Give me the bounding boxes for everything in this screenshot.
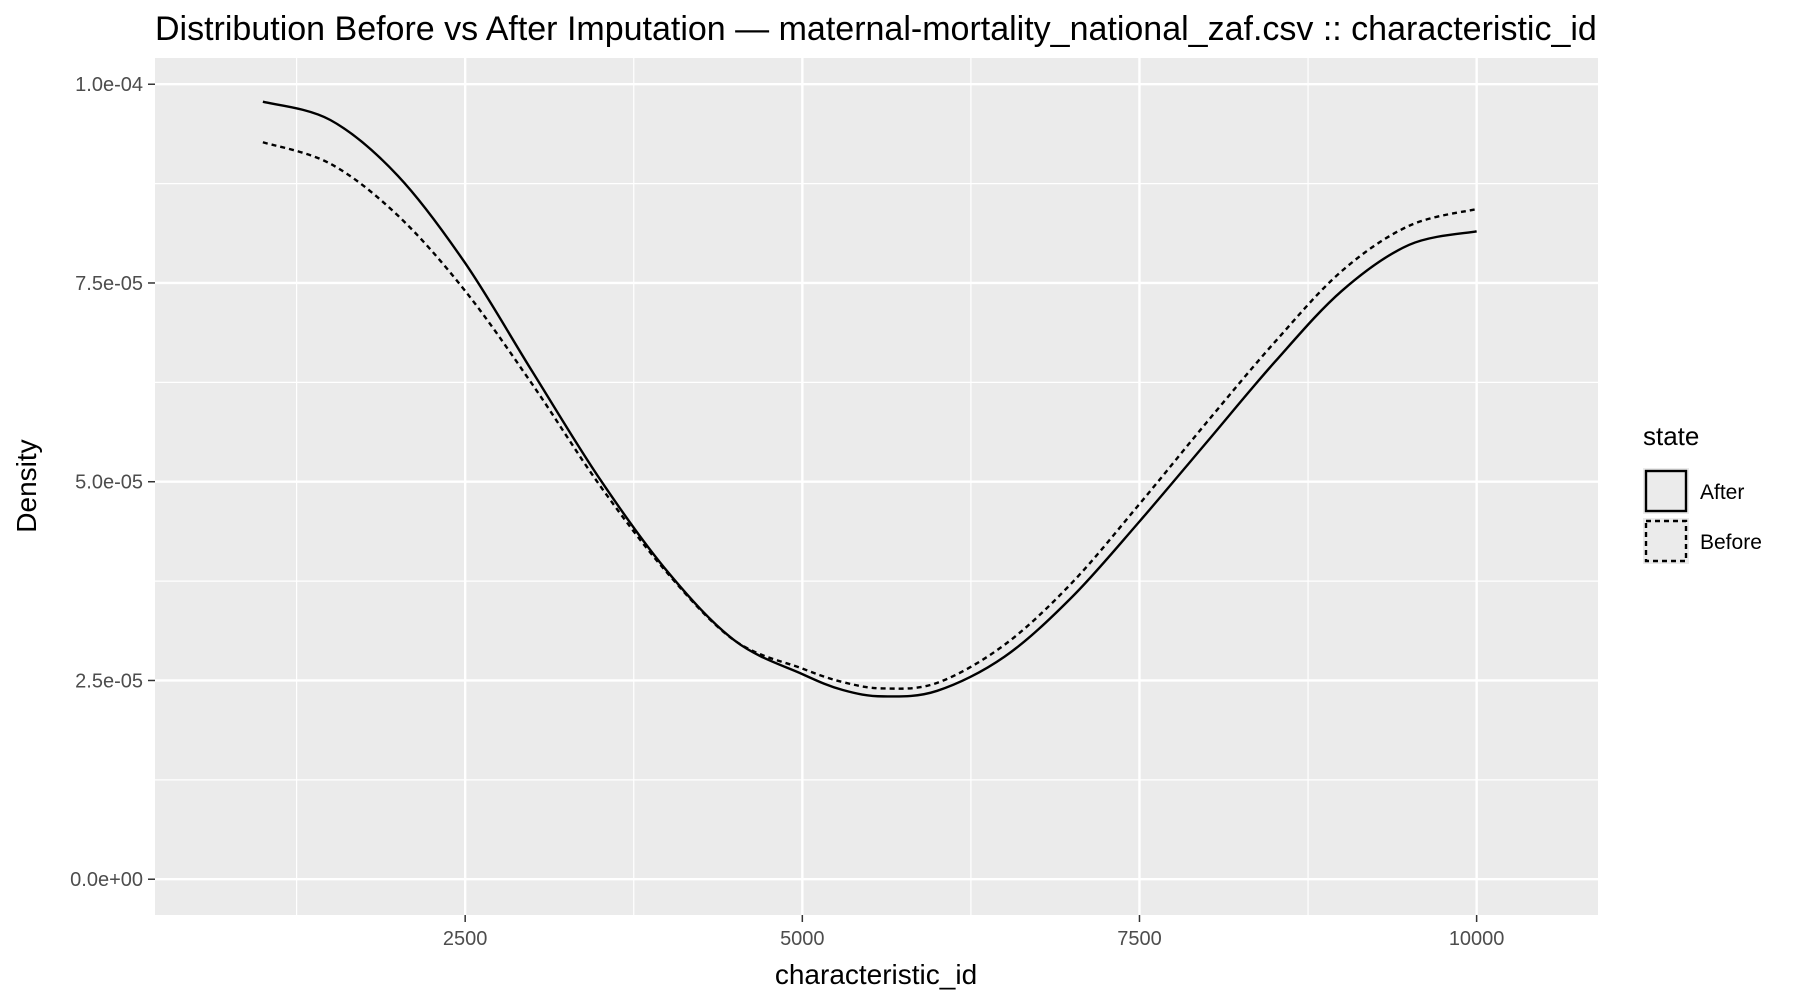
legend-key xyxy=(1643,518,1689,564)
y-tick-label: 0.0e+00 xyxy=(70,869,143,891)
legend-label: Before xyxy=(1700,531,1762,554)
y-tick-label: 5.0e-05 xyxy=(75,472,143,494)
legend-items: After Before xyxy=(1643,468,1762,564)
series-line-before xyxy=(262,141,1477,690)
x-tick-label: 10000 xyxy=(1449,928,1505,950)
legend-label: After xyxy=(1700,481,1744,504)
x-tick-label: 2500 xyxy=(443,928,488,950)
minor-gridlines xyxy=(155,58,1598,915)
y-axis-title: Density xyxy=(11,439,42,532)
y-axis: 0.0e+00 2.5e-05 5.0e-05 7.5e-05 1.0e-04 xyxy=(70,74,155,891)
series-lines xyxy=(262,100,1477,698)
legend-item-after: After xyxy=(1643,468,1744,514)
y-tick-label: 7.5e-05 xyxy=(75,273,143,295)
x-axis: 2500 5000 7500 10000 xyxy=(443,915,1505,950)
legend-key-border xyxy=(1644,519,1688,563)
major-gridlines xyxy=(155,58,1598,915)
plot-panel xyxy=(155,58,1598,915)
legend: state After Before xyxy=(1643,421,1762,564)
chart-title: Distribution Before vs After Imputation … xyxy=(155,10,1597,48)
series-line-after xyxy=(262,100,1477,698)
x-axis-title: characteristic_id xyxy=(775,959,977,990)
legend-key-border xyxy=(1644,469,1688,513)
x-tick-label: 7500 xyxy=(1117,928,1162,950)
x-tick-label: 5000 xyxy=(780,928,825,950)
y-tick-label: 2.5e-05 xyxy=(75,670,143,692)
legend-key xyxy=(1643,468,1689,514)
legend-title: state xyxy=(1643,421,1699,451)
y-tick-label: 1.0e-04 xyxy=(75,74,143,96)
legend-item-before: Before xyxy=(1643,518,1762,564)
